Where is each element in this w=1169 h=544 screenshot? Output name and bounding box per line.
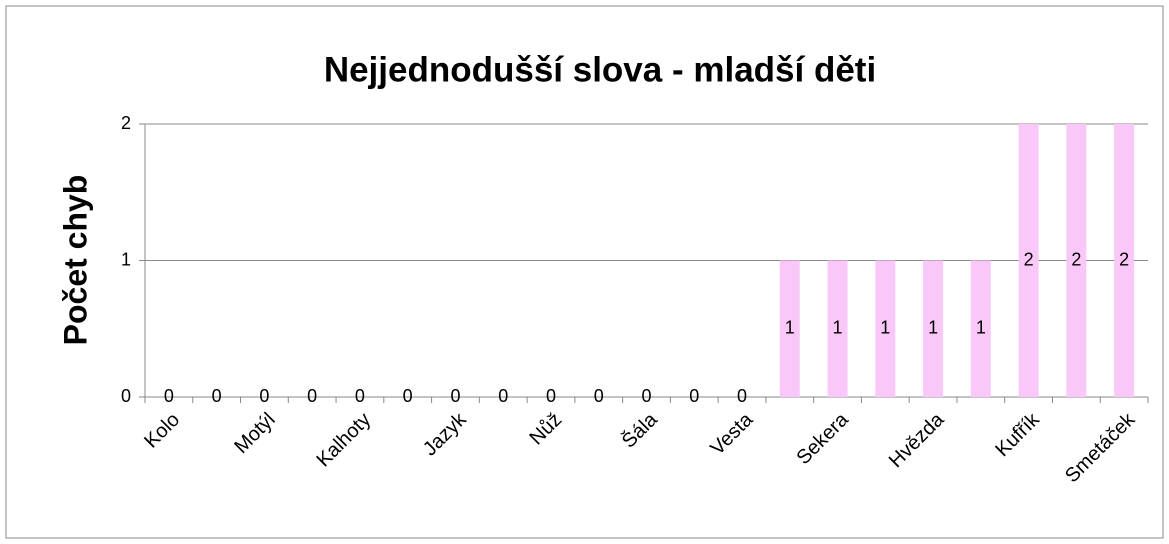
value-label: 0: [498, 386, 508, 406]
value-label: 0: [594, 386, 604, 406]
chart-frame: [5, 5, 1164, 539]
value-label: 2: [1024, 249, 1034, 269]
value-label: 0: [307, 386, 317, 406]
value-label: 2: [1071, 249, 1081, 269]
value-label: 0: [403, 386, 413, 406]
bar: [779, 260, 800, 397]
value-label: 0: [641, 386, 651, 406]
value-label: 0: [259, 386, 269, 406]
value-label: 1: [880, 318, 890, 338]
chart-title: Nejjednodušší slova - mladší děti: [324, 50, 876, 89]
bar: [875, 260, 896, 397]
value-label: 0: [450, 386, 460, 406]
value-label: 1: [976, 318, 986, 338]
value-label: 0: [212, 386, 222, 406]
y-tick-label: 0: [121, 386, 131, 406]
y-tick-label: 1: [121, 249, 131, 269]
value-label: 1: [928, 318, 938, 338]
value-label: 0: [737, 386, 747, 406]
value-label: 0: [689, 386, 699, 406]
value-label: 0: [355, 386, 365, 406]
value-label: 0: [164, 386, 174, 406]
value-label: 1: [785, 318, 795, 338]
value-label: 1: [833, 318, 843, 338]
bar: [970, 260, 991, 397]
y-axis-title: Počet chyb: [57, 175, 93, 346]
y-tick-label: 2: [121, 113, 131, 133]
bar: [923, 260, 944, 397]
bar: [827, 260, 848, 397]
bar: [1018, 124, 1039, 397]
bar: [1114, 124, 1135, 397]
value-label: 0: [546, 386, 556, 406]
bar: [1066, 124, 1087, 397]
value-label: 2: [1119, 249, 1129, 269]
